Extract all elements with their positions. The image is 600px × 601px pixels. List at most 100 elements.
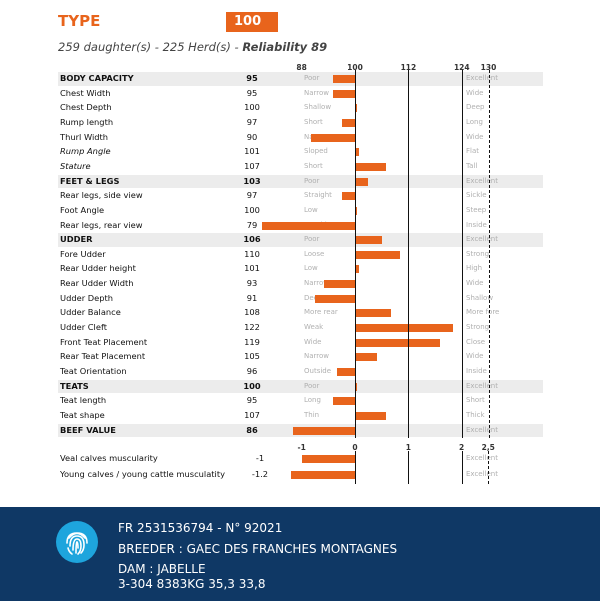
trait-high-label: Flat xyxy=(466,147,480,156)
dam-stats-line: 3-304 8383KG 35,3 33,8 xyxy=(118,577,266,591)
trait-label: Rump length xyxy=(60,116,114,127)
trait-row: TEATS 100 Poor Excellent xyxy=(58,379,543,394)
trait-row: Rump Angle 101 Sloped Flat xyxy=(58,145,543,159)
trait-low-label: Poor xyxy=(304,74,320,82)
trait-label: Fore Udder xyxy=(60,248,106,259)
trait-label: Rear Teat Placement xyxy=(60,351,146,362)
trait-high-label: Strong xyxy=(466,249,490,258)
trait-bar xyxy=(314,294,355,303)
trait-label: Veal calves muscularity xyxy=(60,453,158,463)
trait-value: 95 xyxy=(246,395,258,406)
trait-value: 100 xyxy=(244,102,260,113)
trait-bar xyxy=(355,265,360,274)
scale-line xyxy=(408,451,410,484)
trait-bar xyxy=(355,148,360,157)
trait-label: Teat Orientation xyxy=(60,366,127,376)
trait-low-label: Outside xyxy=(304,367,332,375)
trait-label: Rear Udder height xyxy=(60,263,136,274)
trait-high-label: More fore xyxy=(466,308,500,317)
trait-label: Chest Width xyxy=(60,87,111,98)
trait-low-label: Short xyxy=(304,161,323,170)
trait-row: UDDER 106 Poor Excellent xyxy=(58,233,543,247)
trait-value: -1.2 xyxy=(251,469,269,479)
trait-row: Udder Balance 108 More rear More fore xyxy=(58,306,543,320)
trait-row: Rear legs, side view 97 Straight Sickle xyxy=(58,189,543,203)
trait-value: -1 xyxy=(255,453,265,463)
trait-row: Udder Cleft 122 Weak Strong xyxy=(58,321,543,335)
trait-row: Teat Orientation 96 Outside Inside xyxy=(58,365,543,379)
scale-tick: 2,5 xyxy=(481,443,495,452)
trait-row: Chest Depth 100 Shallow Deep xyxy=(58,101,543,115)
trait-bar xyxy=(355,104,357,113)
trait-row: Veal calves muscularity-1PoorExcellent xyxy=(58,452,543,466)
trait-high-label: Wide xyxy=(466,88,484,97)
trait-bar xyxy=(332,75,355,83)
trait-high-label: Long xyxy=(466,117,483,126)
trait-high-label: Excellent xyxy=(466,454,498,462)
trait-value: 93 xyxy=(246,278,258,289)
type-score-badge: 100 xyxy=(226,12,278,32)
trait-high-label: Wide xyxy=(466,352,484,361)
scale-tick: 124 xyxy=(453,63,470,72)
trait-high-label: Short xyxy=(466,396,485,405)
trait-bar xyxy=(291,471,355,479)
scale-tick: 2 xyxy=(458,443,465,452)
trait-row: Teat shape 107 Thin Thick xyxy=(58,409,543,423)
trait-bar xyxy=(355,250,400,259)
trait-high-label: Sickle xyxy=(466,191,487,200)
trait-bar xyxy=(292,426,355,435)
trait-label: Udder Cleft xyxy=(60,322,107,333)
trait-bar xyxy=(341,192,355,201)
trait-low-label: Thin xyxy=(304,410,320,419)
trait-high-label: Strong xyxy=(466,323,490,332)
trait-high-label: Excellent xyxy=(466,425,498,434)
scale-tick: 112 xyxy=(400,63,417,72)
trait-row: Front Teat Placement 119 Wide Close xyxy=(58,336,543,350)
trait-low-label: Narrow xyxy=(304,88,330,97)
trait-value: 86 xyxy=(246,424,258,435)
trait-low-label: Low xyxy=(304,205,318,214)
trait-bar xyxy=(355,177,369,186)
trait-value: 108 xyxy=(244,307,260,318)
trait-high-label: Deep xyxy=(466,103,485,112)
trait-bar xyxy=(332,397,355,406)
breeder-line: BREEDER : GAEC DES FRANCHES MONTAGNES xyxy=(118,542,398,556)
trait-value: 107 xyxy=(244,160,260,171)
trait-low-label: Weak xyxy=(304,323,324,332)
trait-low-label: Shallow xyxy=(304,103,332,112)
bull-id-line: FR 2531536794 - N° 92021 xyxy=(118,521,283,535)
trait-value: 122 xyxy=(244,322,260,333)
trait-label: Udder Balance xyxy=(60,307,121,318)
daughters-text: 259 daughter(s) - 225 Herd(s) - xyxy=(58,40,243,54)
scale-line xyxy=(355,70,356,439)
trait-bar xyxy=(355,338,440,347)
trait-low-label: Wide xyxy=(304,337,322,346)
type-title: TYPE xyxy=(58,12,101,30)
bull-info-footer: FR 2531536794 - N° 92021 BREEDER : GAEC … xyxy=(0,507,600,601)
trait-bar xyxy=(332,89,355,98)
trait-row: Rear Teat Placement 105 Narrow Wide xyxy=(58,350,543,364)
trait-row: Teat length 95 Long Short xyxy=(58,394,543,408)
trait-label: Udder Depth xyxy=(60,292,114,303)
trait-low-label: Loose xyxy=(304,249,325,258)
trait-low-label: Narrow xyxy=(304,279,330,288)
trait-label: FEET & LEGS xyxy=(60,175,120,186)
trait-high-label: Excellent xyxy=(466,74,498,82)
daughters-subtitle: 259 daughter(s) - 225 Herd(s) - Reliabil… xyxy=(58,40,327,54)
trait-value: 101 xyxy=(244,146,260,157)
trait-label: Rear legs, side view xyxy=(60,190,143,201)
scale-tick: 130 xyxy=(480,63,497,72)
trait-label: Rump Angle xyxy=(60,146,111,157)
trait-label: Front Teat Placement xyxy=(60,336,148,347)
scale-line xyxy=(355,451,356,484)
trait-bar xyxy=(341,118,355,127)
trait-bar xyxy=(301,455,355,463)
trait-low-label: Poor xyxy=(304,381,320,390)
scale-tick: 0 xyxy=(352,443,358,452)
trait-low-label: More rear xyxy=(304,308,338,317)
trait-value: 110 xyxy=(244,248,260,259)
trait-label: Foot Angle xyxy=(60,204,105,215)
trait-low-label: Straight xyxy=(304,191,332,200)
trait-value: 96 xyxy=(246,366,258,376)
trait-label: Teat length xyxy=(60,395,107,406)
